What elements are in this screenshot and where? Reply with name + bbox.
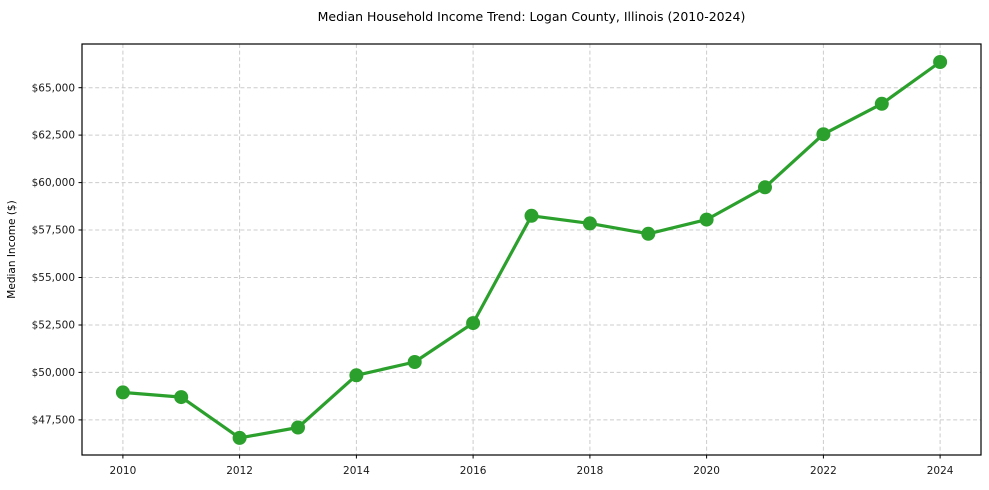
data-series <box>115 55 948 445</box>
plot-border <box>81 43 982 456</box>
y-axis-label: Median Income ($) <box>6 200 18 298</box>
x-tick-label: 2012 <box>226 465 253 477</box>
data-point-2011 <box>174 390 189 405</box>
x-tick-label: 2018 <box>577 465 604 477</box>
y-tick-label: $47,500 <box>32 415 75 427</box>
y-tick-label: $65,000 <box>32 82 75 94</box>
data-point-2010 <box>115 385 130 400</box>
data-point-2020 <box>699 212 714 227</box>
y-tick-label: $57,500 <box>32 225 75 237</box>
axis-ticks: $47,500 $50,000 $52,500 $55,000 $57,500 $60,0… <box>32 82 954 477</box>
data-point-2017 <box>524 208 539 223</box>
data-point-2018 <box>582 216 597 231</box>
data-point-2012 <box>232 430 247 445</box>
y-tick-label: $50,000 <box>32 367 75 379</box>
y-tick-label: $62,500 <box>32 130 75 142</box>
data-point-2024 <box>933 55 948 69</box>
x-tick-label: 2024 <box>927 465 954 477</box>
data-point-2016 <box>466 316 481 331</box>
data-point-2022 <box>816 127 831 142</box>
y-tick-label: $55,000 <box>32 272 75 284</box>
data-point-2013 <box>291 420 305 435</box>
data-point-2021 <box>758 180 772 195</box>
y-tick-label: $52,500 <box>32 320 75 332</box>
x-tick-label: 2016 <box>460 465 487 477</box>
trend-line <box>121 60 942 440</box>
x-tick-label: 2014 <box>343 465 370 477</box>
x-tick-label: 2022 <box>810 465 837 477</box>
data-point-2015 <box>407 355 422 369</box>
data-point-2023 <box>874 96 889 111</box>
x-tick-label: 2020 <box>693 465 720 477</box>
data-point-2014 <box>349 368 364 383</box>
chart-title: Median Household Income Trend: Logan Cou… <box>318 9 746 24</box>
data-point-2019 <box>641 226 656 241</box>
gridlines <box>82 44 981 455</box>
x-tick-label: 2010 <box>110 465 137 477</box>
y-tick-label: $60,000 <box>32 177 75 189</box>
